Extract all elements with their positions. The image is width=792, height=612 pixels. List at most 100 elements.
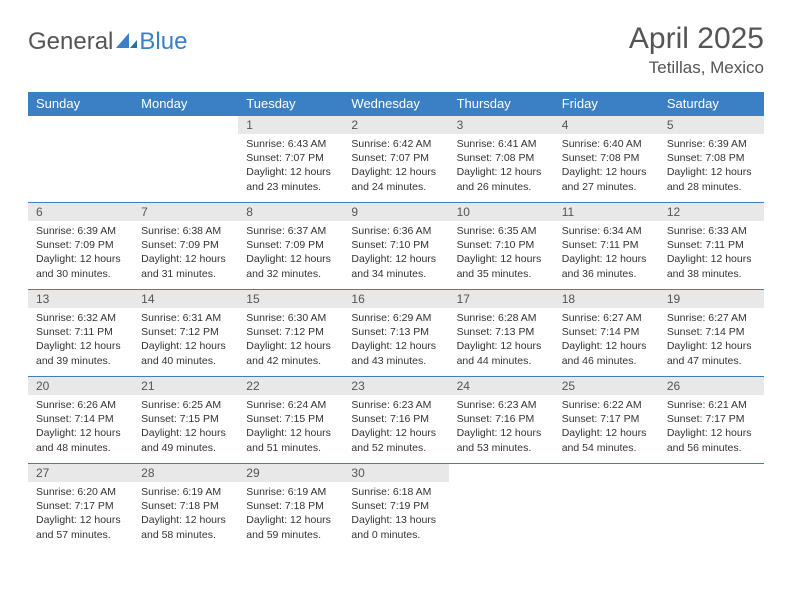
day-ss: Sunset: 7:08 PM — [667, 151, 758, 165]
day-ss: Sunset: 7:17 PM — [36, 499, 127, 513]
calendar-week-row: 6Sunrise: 6:39 AMSunset: 7:09 PMDaylight… — [28, 203, 764, 290]
day-details: Sunrise: 6:30 AMSunset: 7:12 PMDaylight:… — [238, 308, 343, 371]
day-number: 6 — [28, 203, 133, 221]
day-d2: and 49 minutes. — [141, 441, 232, 455]
day-ss: Sunset: 7:15 PM — [141, 412, 232, 426]
day-d1: Daylight: 12 hours — [562, 252, 653, 266]
day-ss: Sunset: 7:11 PM — [667, 238, 758, 252]
day-number: 18 — [554, 290, 659, 308]
day-d2: and 26 minutes. — [457, 180, 548, 194]
calendar-cell — [449, 464, 554, 551]
day-number: 12 — [659, 203, 764, 221]
day-sr: Sunrise: 6:26 AM — [36, 398, 127, 412]
day-d2: and 58 minutes. — [141, 528, 232, 542]
day-details: Sunrise: 6:27 AMSunset: 7:14 PMDaylight:… — [554, 308, 659, 371]
day-sr: Sunrise: 6:30 AM — [246, 311, 337, 325]
day-ss: Sunset: 7:13 PM — [351, 325, 442, 339]
day-details: Sunrise: 6:18 AMSunset: 7:19 PMDaylight:… — [343, 482, 448, 545]
calendar-cell: 15Sunrise: 6:30 AMSunset: 7:12 PMDayligh… — [238, 290, 343, 377]
day-details: Sunrise: 6:36 AMSunset: 7:10 PMDaylight:… — [343, 221, 448, 284]
day-number: 9 — [343, 203, 448, 221]
calendar-cell: 8Sunrise: 6:37 AMSunset: 7:09 PMDaylight… — [238, 203, 343, 290]
day-d2: and 34 minutes. — [351, 267, 442, 281]
day-sr: Sunrise: 6:19 AM — [141, 485, 232, 499]
day-details: Sunrise: 6:22 AMSunset: 7:17 PMDaylight:… — [554, 395, 659, 458]
calendar-table: SundayMondayTuesdayWednesdayThursdayFrid… — [28, 92, 764, 551]
day-details: Sunrise: 6:37 AMSunset: 7:09 PMDaylight:… — [238, 221, 343, 284]
day-d2: and 43 minutes. — [351, 354, 442, 368]
day-details: Sunrise: 6:40 AMSunset: 7:08 PMDaylight:… — [554, 134, 659, 197]
day-details: Sunrise: 6:23 AMSunset: 7:16 PMDaylight:… — [343, 395, 448, 458]
day-details: Sunrise: 6:33 AMSunset: 7:11 PMDaylight:… — [659, 221, 764, 284]
day-number: 17 — [449, 290, 554, 308]
calendar-cell: 21Sunrise: 6:25 AMSunset: 7:15 PMDayligh… — [133, 377, 238, 464]
day-sr: Sunrise: 6:33 AM — [667, 224, 758, 238]
day-sr: Sunrise: 6:43 AM — [246, 137, 337, 151]
day-ss: Sunset: 7:09 PM — [36, 238, 127, 252]
day-sr: Sunrise: 6:28 AM — [457, 311, 548, 325]
day-ss: Sunset: 7:10 PM — [457, 238, 548, 252]
day-d1: Daylight: 12 hours — [141, 513, 232, 527]
day-details — [133, 134, 238, 140]
day-details: Sunrise: 6:19 AMSunset: 7:18 PMDaylight:… — [238, 482, 343, 545]
day-number: 10 — [449, 203, 554, 221]
day-details: Sunrise: 6:34 AMSunset: 7:11 PMDaylight:… — [554, 221, 659, 284]
calendar-cell — [28, 116, 133, 203]
day-number: 27 — [28, 464, 133, 482]
calendar-week-row: 27Sunrise: 6:20 AMSunset: 7:17 PMDayligh… — [28, 464, 764, 551]
day-d2: and 24 minutes. — [351, 180, 442, 194]
day-d2: and 27 minutes. — [562, 180, 653, 194]
day-d2: and 48 minutes. — [36, 441, 127, 455]
day-ss: Sunset: 7:16 PM — [457, 412, 548, 426]
header: General Blue April 2025 Tetillas, Mexico — [28, 22, 764, 78]
day-number: 7 — [133, 203, 238, 221]
day-d2: and 35 minutes. — [457, 267, 548, 281]
day-sr: Sunrise: 6:41 AM — [457, 137, 548, 151]
day-d1: Daylight: 12 hours — [36, 252, 127, 266]
day-d1: Daylight: 12 hours — [246, 513, 337, 527]
day-ss: Sunset: 7:16 PM — [351, 412, 442, 426]
calendar-cell: 18Sunrise: 6:27 AMSunset: 7:14 PMDayligh… — [554, 290, 659, 377]
day-ss: Sunset: 7:13 PM — [457, 325, 548, 339]
day-ss: Sunset: 7:17 PM — [667, 412, 758, 426]
day-d2: and 54 minutes. — [562, 441, 653, 455]
day-d2: and 42 minutes. — [246, 354, 337, 368]
calendar-week-row: 13Sunrise: 6:32 AMSunset: 7:11 PMDayligh… — [28, 290, 764, 377]
day-d1: Daylight: 12 hours — [246, 165, 337, 179]
day-sr: Sunrise: 6:22 AM — [562, 398, 653, 412]
day-details — [554, 482, 659, 488]
day-sr: Sunrise: 6:38 AM — [141, 224, 232, 238]
day-d2: and 59 minutes. — [246, 528, 337, 542]
calendar-cell: 4Sunrise: 6:40 AMSunset: 7:08 PMDaylight… — [554, 116, 659, 203]
day-d1: Daylight: 12 hours — [667, 252, 758, 266]
day-sr: Sunrise: 6:18 AM — [351, 485, 442, 499]
day-d2: and 52 minutes. — [351, 441, 442, 455]
day-d2: and 56 minutes. — [667, 441, 758, 455]
day-ss: Sunset: 7:12 PM — [141, 325, 232, 339]
day-d1: Daylight: 12 hours — [351, 339, 442, 353]
day-number: 26 — [659, 377, 764, 395]
day-d1: Daylight: 12 hours — [246, 426, 337, 440]
day-sr: Sunrise: 6:25 AM — [141, 398, 232, 412]
calendar-cell: 23Sunrise: 6:23 AMSunset: 7:16 PMDayligh… — [343, 377, 448, 464]
day-sr: Sunrise: 6:31 AM — [141, 311, 232, 325]
day-details: Sunrise: 6:43 AMSunset: 7:07 PMDaylight:… — [238, 134, 343, 197]
day-number: 5 — [659, 116, 764, 134]
day-number: 23 — [343, 377, 448, 395]
day-sr: Sunrise: 6:39 AM — [667, 137, 758, 151]
calendar-cell: 28Sunrise: 6:19 AMSunset: 7:18 PMDayligh… — [133, 464, 238, 551]
calendar-cell: 13Sunrise: 6:32 AMSunset: 7:11 PMDayligh… — [28, 290, 133, 377]
calendar-cell — [659, 464, 764, 551]
day-details: Sunrise: 6:31 AMSunset: 7:12 PMDaylight:… — [133, 308, 238, 371]
brand-logo: General Blue — [28, 22, 187, 56]
calendar-cell: 9Sunrise: 6:36 AMSunset: 7:10 PMDaylight… — [343, 203, 448, 290]
day-number — [28, 116, 133, 134]
day-d1: Daylight: 12 hours — [562, 426, 653, 440]
calendar-cell: 20Sunrise: 6:26 AMSunset: 7:14 PMDayligh… — [28, 377, 133, 464]
day-sr: Sunrise: 6:24 AM — [246, 398, 337, 412]
day-ss: Sunset: 7:08 PM — [457, 151, 548, 165]
weekday-header: Saturday — [659, 92, 764, 116]
day-sr: Sunrise: 6:36 AM — [351, 224, 442, 238]
day-details: Sunrise: 6:39 AMSunset: 7:09 PMDaylight:… — [28, 221, 133, 284]
day-ss: Sunset: 7:14 PM — [562, 325, 653, 339]
